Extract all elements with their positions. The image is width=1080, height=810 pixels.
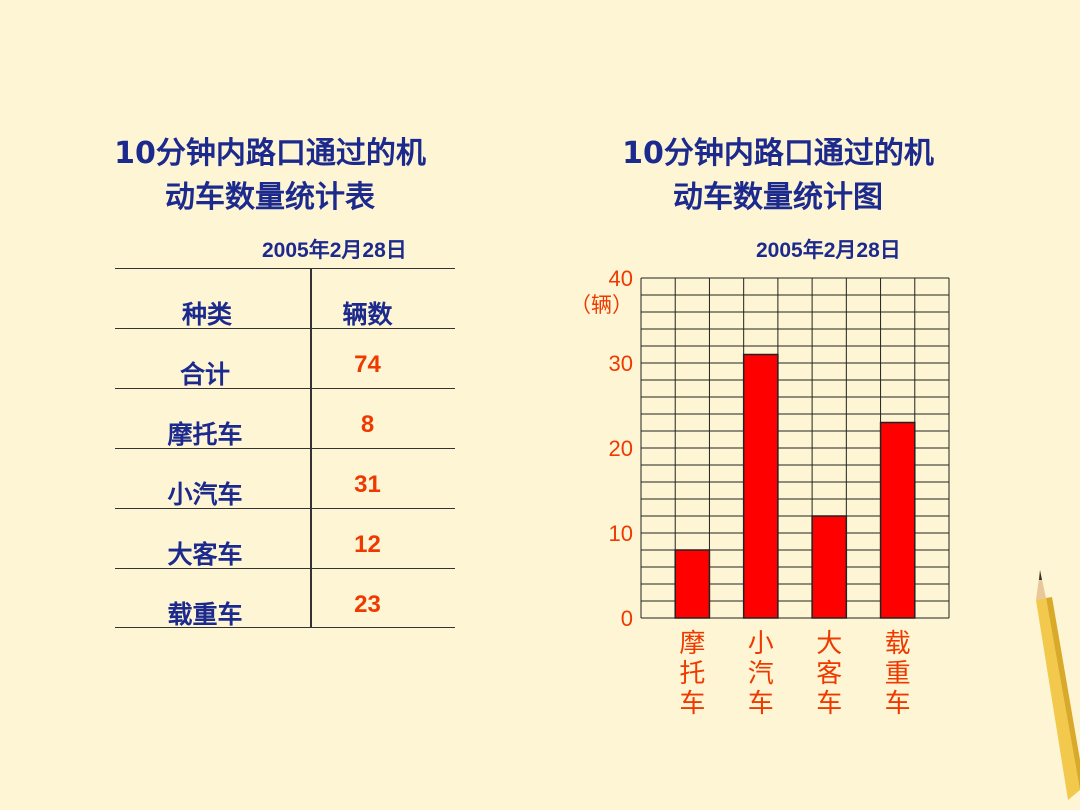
pencil-icon: [1036, 570, 1080, 800]
y-tick-label: 20: [609, 436, 633, 461]
header-name: 种类: [181, 300, 232, 329]
x-category-label: 摩托车: [679, 629, 705, 719]
row-name: 小汽车: [167, 480, 243, 509]
x-axis-labels: 摩托车 小汽车 大客车 载重车: [679, 629, 910, 719]
header-value: 辆数: [342, 300, 393, 329]
y-tick-label: 30: [609, 351, 633, 376]
table-header-row: 种类 辆数: [115, 268, 455, 329]
stat-table: 种类 辆数 合计 74 摩托车 8 小汽车 31 大客车 12 载重车 23: [115, 268, 455, 629]
row-name: 大客车: [167, 540, 243, 569]
x-category-label: 大客车: [816, 629, 842, 719]
x-category-label: 小汽车: [748, 629, 774, 719]
table-row: 载重车 23: [115, 568, 455, 629]
row-value: 31: [354, 471, 381, 498]
row-name: 合计: [179, 360, 230, 389]
y-tick-label: 10: [609, 521, 633, 546]
bar: [879, 421, 916, 619]
bar: [674, 549, 711, 619]
table-title-line1: 10分钟内路口通过的机: [114, 136, 426, 171]
chart-title-line2: 动车数量统计图: [673, 180, 883, 215]
table-row: 摩托车 8: [115, 388, 455, 449]
x-category-label: 载重车: [885, 629, 911, 719]
bar: [811, 515, 848, 619]
row-name: 摩托车: [167, 420, 243, 449]
y-axis-unit-label: （辆）: [570, 293, 633, 317]
table-title-line2: 动车数量统计表: [165, 180, 375, 215]
y-axis-ticks: 0 10 20 30 40: [609, 266, 633, 631]
row-value: 23: [354, 591, 381, 618]
row-name: 载重车: [167, 600, 243, 629]
row-value: 74: [354, 351, 381, 378]
table-title: 10分钟内路口通过的机 动车数量统计表: [70, 132, 470, 220]
y-tick-label: 40: [609, 266, 633, 291]
table-row: 小汽车 31: [115, 448, 455, 509]
chart-date: 2005年2月28日: [756, 239, 901, 262]
chart-title-line1: 10分钟内路口通过的机: [622, 136, 934, 171]
table-date: 2005年2月28日: [262, 239, 407, 262]
row-value: 8: [360, 411, 375, 438]
row-value: 12: [354, 531, 381, 558]
bar: [742, 353, 779, 619]
table-row: 大客车 12: [115, 508, 455, 569]
chart-title: 10分钟内路口通过的机 动车数量统计图: [578, 132, 978, 220]
chart-bars: [674, 353, 916, 619]
y-tick-label: 0: [621, 606, 633, 631]
table-row: 合计 74: [115, 328, 455, 389]
